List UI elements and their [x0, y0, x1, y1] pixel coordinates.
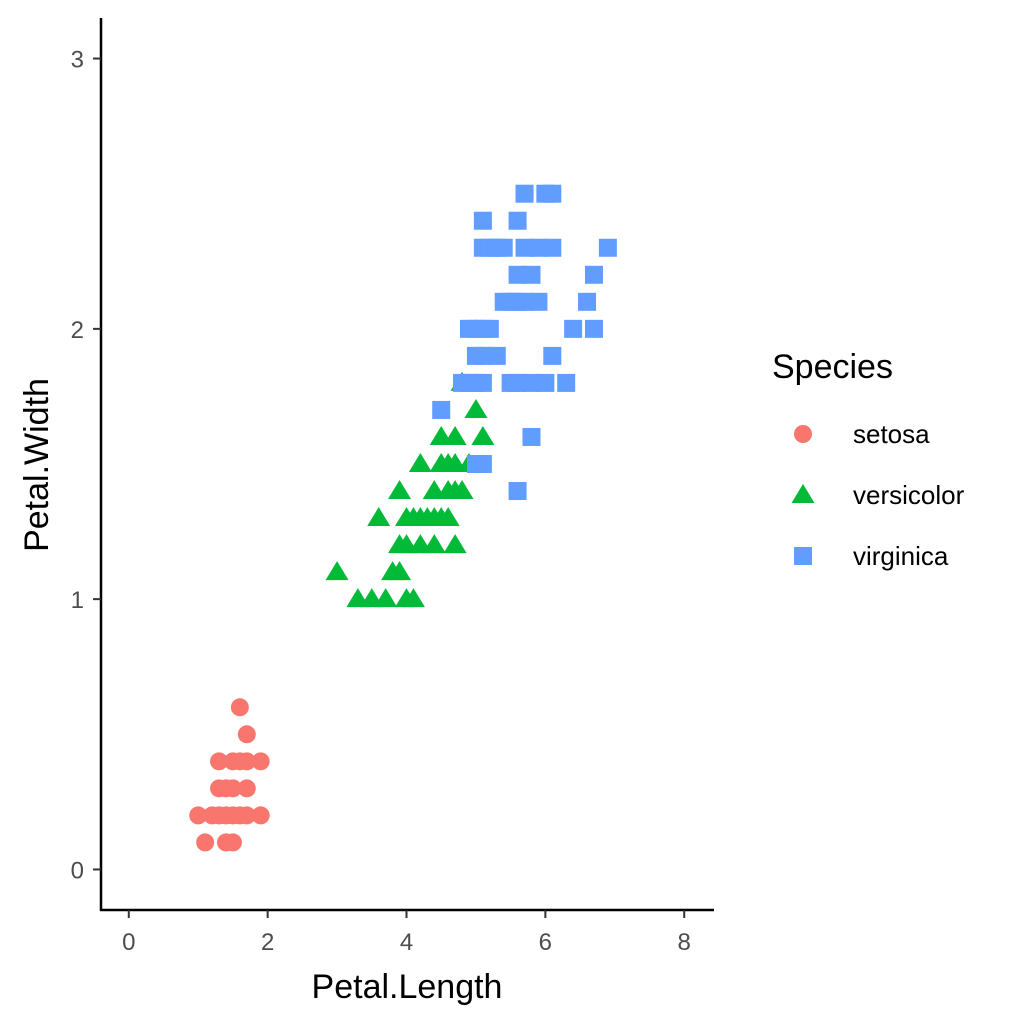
point-virginica	[522, 427, 541, 446]
y-axis-title: Petal.Width	[18, 378, 56, 552]
point-virginica	[557, 373, 576, 392]
point-virginica	[432, 400, 451, 419]
point-virginica	[473, 455, 492, 473]
y-tick-label: 0	[71, 857, 84, 884]
point-virginica	[515, 292, 534, 311]
point-setosa	[251, 806, 270, 825]
x-axis-title: Petal.Length	[312, 968, 503, 1006]
point-virginica	[543, 238, 562, 257]
point-versicolor	[388, 561, 412, 581]
point-virginica	[473, 373, 492, 392]
point-virginica	[508, 211, 527, 230]
point-versicolor	[450, 480, 474, 500]
point-virginica	[584, 319, 603, 338]
point-virginica	[564, 319, 583, 338]
point-virginica	[584, 265, 603, 284]
point-setosa	[223, 833, 242, 852]
point-versicolor	[422, 534, 446, 554]
point-virginica	[508, 373, 527, 392]
point-virginica	[508, 482, 527, 501]
point-versicolor	[401, 588, 425, 608]
point-virginica	[543, 184, 562, 203]
point-versicolor	[443, 534, 467, 554]
legend-label-versicolor: versicolor	[853, 480, 965, 510]
point-virginica	[522, 373, 541, 392]
point-virginica	[480, 319, 499, 338]
y-tick-label: 3	[71, 47, 84, 74]
point-virginica	[508, 265, 527, 284]
point-virginica	[598, 238, 617, 257]
y-tick-label: 1	[71, 587, 84, 614]
x-tick-label: 0	[122, 929, 135, 956]
point-versicolor	[367, 507, 391, 527]
point-versicolor	[408, 453, 432, 472]
point-setosa	[237, 806, 256, 825]
point-versicolor	[374, 588, 398, 608]
legend-key-versicolor	[791, 484, 815, 503]
point-setosa	[251, 752, 270, 771]
point-virginica	[529, 292, 548, 311]
legend: Species setosa versicolor virginica	[772, 348, 965, 571]
legend-items: setosa versicolor virginica	[791, 419, 965, 571]
point-versicolor	[443, 425, 467, 445]
legend-title: Species	[772, 348, 893, 386]
point-setosa	[237, 725, 256, 744]
point-virginica	[473, 211, 492, 230]
point-versicolor	[388, 480, 412, 500]
point-virginica	[473, 346, 492, 365]
point-setosa	[223, 779, 242, 798]
y-tick-label: 2	[71, 317, 84, 344]
point-virginica	[529, 238, 548, 257]
point-setosa	[237, 752, 256, 771]
x-tick-label: 4	[400, 929, 413, 956]
point-versicolor	[325, 561, 349, 581]
x-axis-ticks: 0 2 4 6 8	[122, 910, 691, 956]
legend-label-virginica: virginica	[853, 541, 949, 571]
legend-key-setosa	[794, 425, 812, 443]
point-virginica	[487, 346, 506, 365]
point-setosa	[210, 752, 229, 771]
points-layer	[189, 184, 617, 852]
point-virginica	[494, 238, 513, 257]
point-versicolor	[464, 398, 488, 418]
point-setosa	[237, 779, 256, 798]
point-virginica	[543, 346, 562, 365]
point-virginica	[522, 265, 541, 284]
legend-label-setosa: setosa	[853, 419, 930, 449]
legend-key-virginica	[794, 547, 812, 565]
y-axis-ticks: 0 1 2 3	[71, 47, 101, 884]
point-virginica	[578, 292, 597, 311]
x-tick-label: 8	[678, 929, 691, 956]
point-setosa	[196, 833, 215, 852]
point-versicolor	[471, 425, 495, 445]
point-versicolor	[436, 507, 460, 527]
point-virginica	[515, 238, 534, 257]
x-tick-label: 2	[261, 929, 274, 956]
point-virginica	[536, 373, 555, 392]
point-setosa	[189, 806, 208, 825]
point-virginica	[515, 184, 534, 203]
x-tick-label: 6	[539, 929, 552, 956]
point-setosa	[230, 698, 249, 717]
